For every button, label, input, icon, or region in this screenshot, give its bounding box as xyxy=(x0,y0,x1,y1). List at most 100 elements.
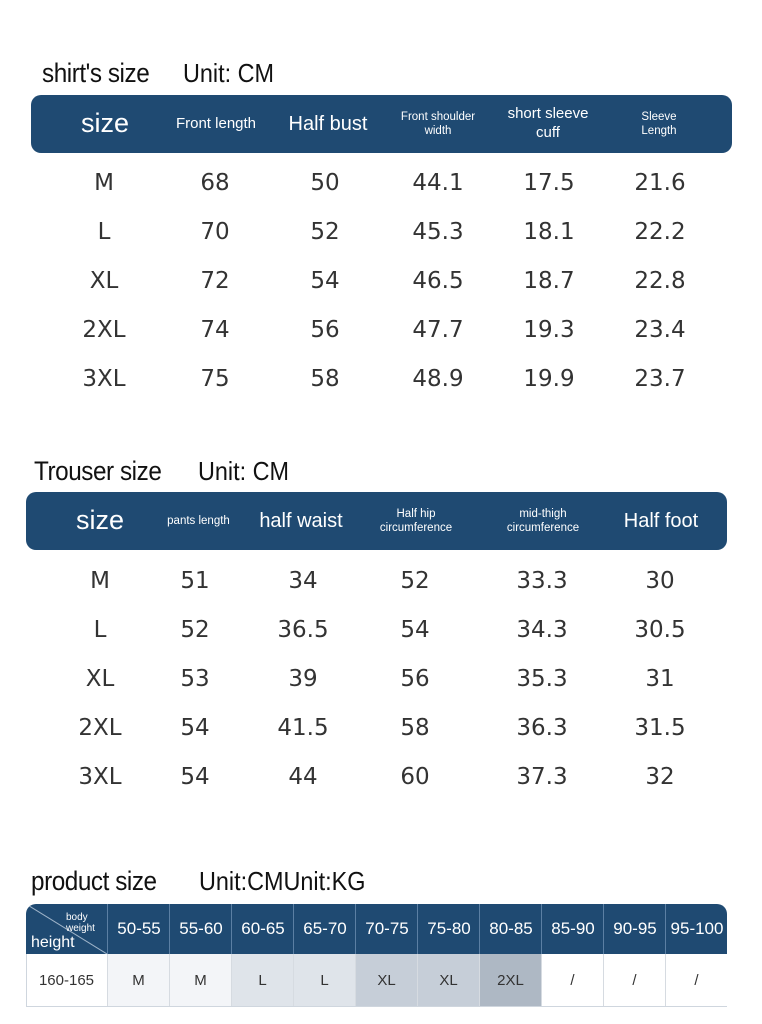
weight-column-header: 95-100 xyxy=(665,904,727,954)
trouser-cell: 51 xyxy=(180,567,210,594)
shirt-cell: 23.7 xyxy=(634,365,686,392)
trouser-cell: 54 xyxy=(400,616,430,643)
size-cell: 2XL xyxy=(479,954,541,1006)
shirt-row: XL 72 54 46.5 18.7 22.8 xyxy=(0,256,762,305)
trouser-cell: 2XL xyxy=(78,714,122,741)
weight-column-header: 90-95 xyxy=(603,904,666,954)
trouser-cell: 54 xyxy=(180,763,210,790)
shirt-cell: M xyxy=(94,169,114,196)
size-cell: XL xyxy=(355,954,417,1006)
shirt-header-bar: size Front length Half bust Front should… xyxy=(31,95,732,153)
trouser-cell: 56 xyxy=(400,665,430,692)
product-section-title: product size Unit:CMUnit:KG xyxy=(31,866,384,897)
corner-body-weight-label: body weight xyxy=(66,912,95,934)
trouser-cell: 34 xyxy=(288,567,318,594)
product-unit: Unit:CMUnit:KG xyxy=(198,866,366,896)
weight-column-header: 50-55 xyxy=(107,904,170,954)
shirt-row: L 70 52 45.3 18.1 22.2 xyxy=(0,207,762,256)
shirt-cell: 70 xyxy=(200,218,230,245)
product-title: product size xyxy=(31,866,157,896)
shirt-cell: 47.7 xyxy=(412,316,464,343)
shirt-unit: Unit: CM xyxy=(183,58,275,88)
trouser-row: XL 53 39 56 35.3 31 xyxy=(0,654,762,703)
weight-column-header: 80-85 xyxy=(479,904,542,954)
height-cell: 160-165 xyxy=(26,954,106,1006)
trouser-cell: 31 xyxy=(645,665,675,692)
weight-column-header: 60-65 xyxy=(231,904,294,954)
product-size-table: body weight height 50-55 55-60 60-65 65-70 7… xyxy=(26,904,727,1007)
weight-column-header: 85-90 xyxy=(541,904,604,954)
shirt-cell: 3XL xyxy=(82,365,126,392)
product-table-header: body weight height 50-55 55-60 60-65 65-70 7… xyxy=(26,904,727,954)
size-cell: M xyxy=(107,954,169,1006)
shirt-cell: 50 xyxy=(310,169,340,196)
trouser-header-size: size xyxy=(75,505,124,536)
size-cell: / xyxy=(665,954,727,1006)
trouser-cell: 35.3 xyxy=(516,665,568,692)
header-corner-cell: body weight height xyxy=(26,904,107,954)
shirt-cell: 2XL xyxy=(82,316,126,343)
weight-column-header: 65-70 xyxy=(293,904,356,954)
trouser-cell: 31.5 xyxy=(634,714,686,741)
trouser-cell: M xyxy=(90,567,110,594)
shirt-cell: 18.1 xyxy=(523,218,575,245)
trouser-cell: 30.5 xyxy=(634,616,686,643)
size-cell: / xyxy=(541,954,603,1006)
product-row: 160-165 M M L L XL XL 2XL / / / xyxy=(26,954,727,1007)
trouser-cell: 39 xyxy=(288,665,318,692)
shirt-header-size: size xyxy=(80,108,129,139)
trouser-cell: 36.5 xyxy=(277,616,329,643)
trouser-cell: 60 xyxy=(400,763,430,790)
shirt-header-half-bust: Half bust xyxy=(288,112,368,135)
shirt-cell: 23.4 xyxy=(634,316,686,343)
trouser-cell: 54 xyxy=(180,714,210,741)
shirt-cell: 22.2 xyxy=(634,218,686,245)
trouser-header-half-waist: half waist xyxy=(259,509,343,532)
weight-column-header: 70-75 xyxy=(355,904,418,954)
trouser-header-mid-thigh: mid-thigh circumference xyxy=(506,507,580,534)
shirt-header-sleeve-length: Sleeve Length xyxy=(641,110,677,137)
trouser-cell: XL xyxy=(85,665,115,692)
trouser-cell: 30 xyxy=(645,567,675,594)
trouser-cell: 33.3 xyxy=(516,567,568,594)
shirt-cell: 74 xyxy=(200,316,230,343)
shirt-row: 3XL 75 58 48.9 19.9 23.7 xyxy=(0,354,762,403)
shirt-cell: 58 xyxy=(310,365,340,392)
trouser-cell: 37.3 xyxy=(516,763,568,790)
shirt-cell: 54 xyxy=(310,267,340,294)
shirt-cell: 45.3 xyxy=(412,218,464,245)
shirt-cell: 19.3 xyxy=(523,316,575,343)
trouser-title: Trouser size xyxy=(34,456,162,486)
shirt-header-front-length: Front length xyxy=(175,114,257,132)
shirt-cell: 52 xyxy=(310,218,340,245)
shirt-header-front-shoulder: Front shoulder width xyxy=(400,110,476,137)
size-cell: L xyxy=(231,954,293,1006)
trouser-cell: 3XL xyxy=(78,763,122,790)
shirt-header-sleeve-cuff: short sleeve cuff xyxy=(507,105,589,141)
corner-height-label: height xyxy=(31,934,75,951)
shirt-cell: 19.9 xyxy=(523,365,575,392)
shirt-cell: 22.8 xyxy=(634,267,686,294)
trouser-section-title: Trouser size Unit: CM xyxy=(34,456,299,487)
trouser-header-bar: size pants length half waist Half hip ci… xyxy=(26,492,727,550)
trouser-cell: 32 xyxy=(645,763,675,790)
shirt-title: shirt's size xyxy=(42,58,150,88)
trouser-unit: Unit: CM xyxy=(197,456,289,486)
trouser-header-half-hip: Half hip circumference xyxy=(379,507,453,534)
shirt-cell: 48.9 xyxy=(412,365,464,392)
trouser-cell: 52 xyxy=(180,616,210,643)
weight-column-header: 75-80 xyxy=(417,904,480,954)
shirt-cell: L xyxy=(97,218,111,245)
trouser-cell: L xyxy=(93,616,107,643)
shirt-cell: 17.5 xyxy=(523,169,575,196)
size-cell: M xyxy=(169,954,231,1006)
size-cell: / xyxy=(603,954,665,1006)
trouser-cell: 34.3 xyxy=(516,616,568,643)
trouser-cell: 53 xyxy=(180,665,210,692)
trouser-row: M 51 34 52 33.3 30 xyxy=(0,556,762,605)
trouser-cell: 52 xyxy=(400,567,430,594)
trouser-row: 3XL 54 44 60 37.3 32 xyxy=(0,752,762,801)
shirt-cell: 68 xyxy=(200,169,230,196)
diagonal-divider xyxy=(26,904,107,954)
trouser-row: L 52 36.5 54 34.3 30.5 xyxy=(0,605,762,654)
